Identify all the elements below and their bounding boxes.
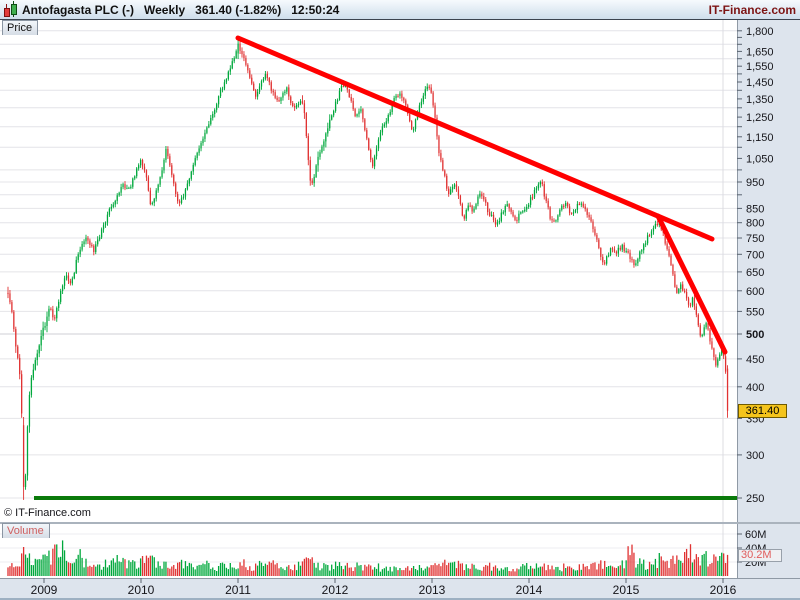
time-axis[interactable] [0, 578, 800, 600]
title-bar: Antofagasta PLC (-) Weekly 361.40 (-1.82… [0, 0, 800, 20]
price-chart-surface[interactable] [0, 20, 737, 522]
copyright-watermark: © IT-Finance.com [4, 507, 91, 519]
price-axis[interactable] [737, 20, 800, 522]
tab-volume[interactable]: Volume [2, 523, 50, 538]
current-price-badge: 361.40 [738, 404, 787, 418]
current-volume-badge: 30.2M [738, 549, 782, 562]
panel-divider [0, 522, 800, 524]
symbol-title: Antofagasta PLC (-) [22, 2, 134, 17]
last-price-label: 361.40 (-1.82%) [195, 2, 282, 17]
timeframe-label: Weekly [144, 2, 186, 17]
volume-chart-surface[interactable] [0, 524, 737, 578]
quote-time-label: 12:50:24 [291, 2, 340, 17]
brand-link[interactable]: IT-Finance.com [708, 2, 796, 17]
tab-price[interactable]: Price [2, 20, 39, 35]
candlestick-icon [3, 1, 18, 18]
